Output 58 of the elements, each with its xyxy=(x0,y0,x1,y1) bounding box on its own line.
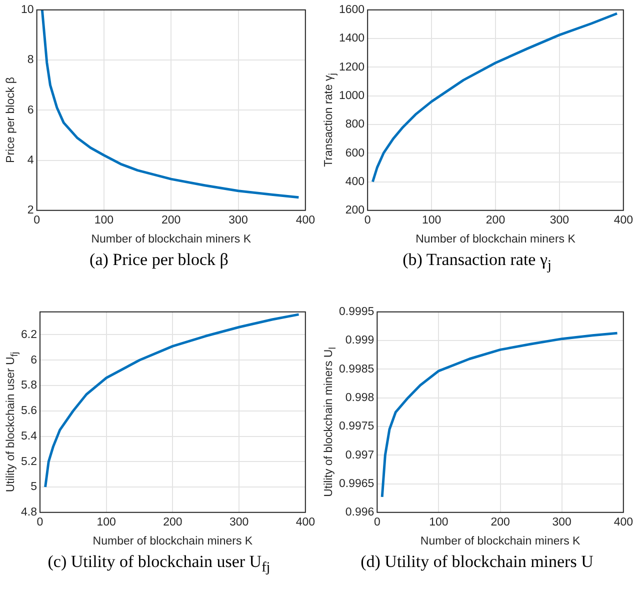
y-tick-label: 400 xyxy=(345,176,365,188)
x-tick-label: 0 xyxy=(34,214,40,226)
y-tick-label: 0.996 xyxy=(345,506,374,519)
y-tick-label: 0.9985 xyxy=(338,363,374,376)
y-tick-label: 0.998 xyxy=(345,392,374,404)
y-tick-label: 0.997 xyxy=(345,449,374,462)
x-tick-label: 300 xyxy=(228,214,248,226)
y-tick-label: 5.4 xyxy=(20,430,38,442)
text: (c) Utility of blockchain user U$_{fj}$ xyxy=(46,552,272,576)
y-tick-label: 5.6 xyxy=(20,405,37,418)
y-tick-label: 0.999 xyxy=(345,334,374,347)
y-tick-label: 5.8 xyxy=(20,380,37,392)
y-tick-label: 200 xyxy=(345,204,365,217)
y-tick-label: 4.8 xyxy=(20,506,37,519)
x-axis-title: Number of blockchain miners K xyxy=(92,535,253,548)
text: (a) Price per block β xyxy=(88,250,230,270)
x-tick-label: 300 xyxy=(552,516,572,528)
y-tick-label: 600 xyxy=(345,147,365,160)
x-tick-label: 400 xyxy=(296,214,315,226)
y-tick-label: 5.2 xyxy=(20,456,37,468)
text: (d) Utility of blockchain miners U xyxy=(360,552,594,572)
y-tick-label: 1200 xyxy=(338,61,365,74)
y-tick-label: 1000 xyxy=(338,90,365,102)
text: (b) Transaction rate γ$_{j}$ xyxy=(402,250,552,274)
x-tick-label: 400 xyxy=(614,516,633,528)
x-tick-label: 0 xyxy=(374,516,380,528)
x-tick-label: 300 xyxy=(550,214,570,226)
x-tick-label: 0 xyxy=(36,516,44,528)
y-tick-label: 2 xyxy=(27,204,34,217)
x-axis-title: Number of blockchain miners K xyxy=(91,233,252,246)
y-tick-label: 6.2 xyxy=(20,328,37,341)
y-tick-label: 6 xyxy=(27,104,34,116)
x-axis-title: Number of blockchain miners K xyxy=(420,535,581,548)
x-tick-label: 0 xyxy=(364,214,371,226)
x-tick-label: 300 xyxy=(229,516,249,528)
x-tick-label: 400 xyxy=(296,516,315,528)
y-tick-label: 5 xyxy=(30,481,37,494)
y-tick-label: 800 xyxy=(345,118,365,131)
x-tick-label: 200 xyxy=(490,516,510,528)
y-tick-label: 0.9995 xyxy=(338,306,374,318)
x-axis-title: Number of blockchain miners K xyxy=(416,233,576,246)
y-axis-title: Price per block β xyxy=(5,76,18,165)
x-tick-label: 100 xyxy=(422,214,442,226)
y-tick-label: 1600 xyxy=(338,4,365,16)
y-tick-label: 1400 xyxy=(338,32,365,45)
y-tick-label: 0.9965 xyxy=(338,478,374,490)
x-tick-label: 100 xyxy=(94,214,114,226)
y-tick-label: 10 xyxy=(20,4,34,16)
x-tick-label: 400 xyxy=(614,214,633,226)
x-tick-label: 100 xyxy=(429,516,448,528)
x-tick-label: 100 xyxy=(96,516,116,528)
x-tick-label: 200 xyxy=(163,516,182,528)
y-tick-label: 4 xyxy=(27,154,34,166)
x-tick-label: 200 xyxy=(162,214,181,226)
y-tick-label: 6 xyxy=(30,354,37,366)
y-tick-label: 0.9975 xyxy=(338,420,374,433)
y-tick-label: 8 xyxy=(27,54,34,66)
x-tick-label: 200 xyxy=(486,214,506,226)
